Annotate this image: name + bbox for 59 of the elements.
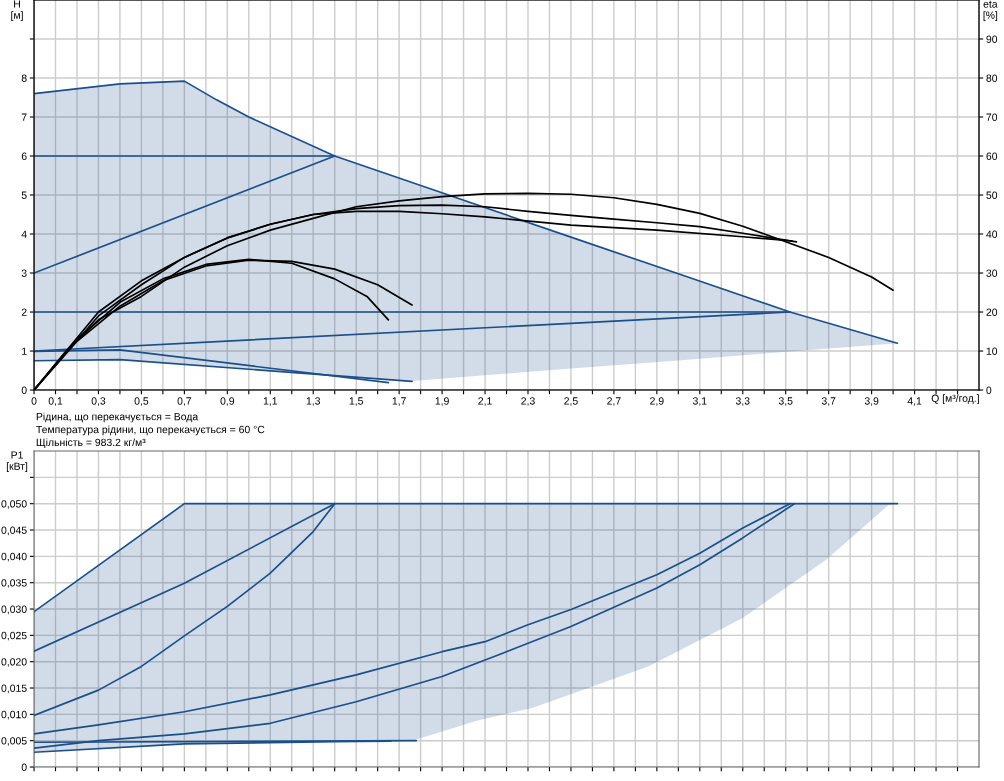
y2-tick-label: 60 <box>986 152 998 160</box>
x-tick-label: 1,9 <box>435 397 449 406</box>
x-tick-label: 2,1 <box>478 397 492 406</box>
x-tick-label: 0,7 <box>177 397 192 406</box>
x-tick-label: 0,3 <box>91 397 106 406</box>
y-axis-title: P1 [кВт] <box>6 451 28 472</box>
x-tick-label: 3,9 <box>864 397 879 406</box>
y-tick-label: 6 <box>21 152 27 160</box>
y-tick-label: 0 <box>21 386 27 394</box>
y-tick-label: 0,030 <box>1 605 27 615</box>
x-axis-title: Q [м³/год.] <box>931 394 979 405</box>
text: Температура рідини, що перекачується = 60 °C <box>36 425 265 436</box>
y2-tick-label: 30 <box>986 269 998 277</box>
x-tick-label: 2,9 <box>650 397 664 406</box>
x-tick-label: 1,3 <box>306 397 321 406</box>
y2-tick-label: 90 <box>986 35 998 43</box>
y2-axis-title: eta [%] <box>983 0 998 21</box>
y2-tick-label: 40 <box>986 230 998 238</box>
y-tick-label: 0,020 <box>1 658 27 667</box>
x-tick-label: 2,5 <box>564 397 578 406</box>
y-tick-label: 0,040 <box>1 552 27 562</box>
x-tick-label: 4,1 <box>907 397 922 406</box>
y2-tick-label: 50 <box>986 191 998 199</box>
y-tick-label: 0 <box>21 763 27 771</box>
y-tick-label: 2 <box>21 308 27 316</box>
x-tick-label: 3,1 <box>692 397 707 406</box>
x-tick-label: 0,5 <box>134 397 149 406</box>
x-tick-label: 3,7 <box>821 397 836 406</box>
y-tick-label: 5 <box>21 191 27 199</box>
x-tick-label: 2,7 <box>607 397 621 406</box>
y-tick-label: 0,005 <box>1 737 27 746</box>
x-tick-label: 3,3 <box>735 397 750 406</box>
y-tick-label: 0,025 <box>1 631 27 641</box>
y-tick-label: 8 <box>21 74 27 82</box>
x-tick-label: 0,9 <box>220 397 235 406</box>
y2-tick-label: 10 <box>986 347 998 355</box>
x-tick-label: 3,5 <box>778 397 793 406</box>
y-tick-label: 4 <box>21 230 27 238</box>
y-axis-title: H [м] <box>11 0 23 21</box>
x-tick-label: 1,1 <box>263 397 278 406</box>
y-tick-label: 0,010 <box>1 710 27 720</box>
y2-tick-label: 70 <box>986 113 998 121</box>
x-tick-label: 1,5 <box>349 397 363 406</box>
x-tick-label: 1,7 <box>392 397 406 406</box>
x-tick-label: 2,3 <box>521 397 535 406</box>
y-tick-label: 7 <box>21 113 27 121</box>
y-tick-label: 0,045 <box>1 526 27 536</box>
y-tick-label: 3 <box>21 269 27 277</box>
y2-tick-label: 0 <box>986 386 992 394</box>
y-tick-label: 0,050 <box>1 500 27 509</box>
x-tick-label: 0,1 <box>48 397 63 406</box>
x-tick-label: 0 <box>31 397 37 405</box>
y-tick-label: 0,035 <box>1 579 27 588</box>
text: Щільність = 983.2 кг/м³ <box>36 438 146 449</box>
y2-tick-label: 20 <box>986 308 998 316</box>
y-tick-label: 1 <box>22 347 27 355</box>
y-tick-label: 0,015 <box>1 684 27 694</box>
text: Рідина, що перекачується = Вода <box>36 412 199 423</box>
y2-tick-label: 80 <box>986 74 998 82</box>
